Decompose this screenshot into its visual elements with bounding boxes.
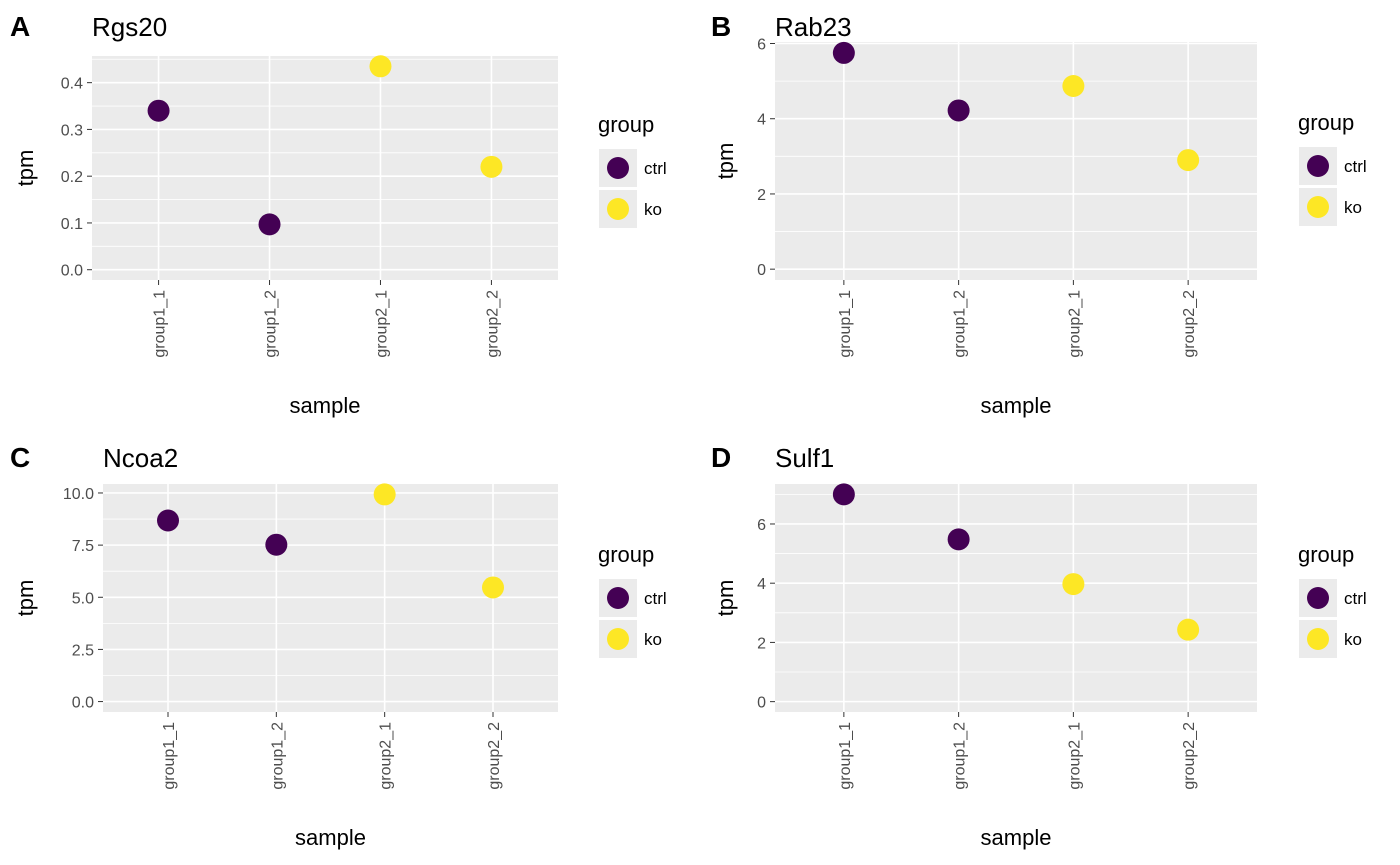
legend-swatch-ctrl: [1307, 155, 1329, 177]
legend-swatch-ctrl: [1307, 587, 1329, 609]
y-axis-title: tpm: [713, 143, 738, 180]
legend-label: ko: [1344, 630, 1362, 649]
plot-background: [775, 484, 1257, 712]
y-tick-label: 5.0: [72, 590, 94, 607]
plot-background: [92, 56, 558, 280]
legend-label: ctrl: [644, 159, 667, 178]
x-tick-label: group1_2: [952, 290, 969, 358]
panel-tag: A: [10, 11, 30, 42]
legend-title: group: [598, 112, 654, 137]
chart-panel-c: 0.0 2.5 5.0 7.5 10.0 group1_1 group1_2 group2_1…: [10, 442, 667, 850]
x-axis-title: sample: [295, 825, 366, 850]
chart-panel-a: 0.0 0.1 0.2 0.3 0.4 group1_1 group1_2 group2_1 g…: [10, 11, 667, 418]
x-tick-label: group2_1: [1066, 290, 1083, 358]
x-axis-title: sample: [981, 825, 1052, 850]
legend-title: group: [1298, 542, 1354, 567]
data-point: [1062, 573, 1085, 596]
data-point: [947, 528, 970, 551]
x-tick-label: group1_1: [837, 722, 854, 790]
y-tick-label: 0: [757, 695, 766, 712]
data-point: [147, 99, 170, 122]
legend: group ctrl ko: [1298, 542, 1367, 658]
data-point: [1177, 149, 1200, 172]
legend-title: group: [598, 542, 654, 567]
data-point: [832, 483, 855, 506]
panel-tag: B: [711, 11, 731, 42]
y-tick-label: 0.0: [72, 695, 94, 712]
y-tick-label: 7.5: [72, 538, 94, 555]
legend-swatch-ctrl: [607, 587, 629, 609]
x-tick-label: group2_1: [378, 722, 395, 790]
legend: group ctrl ko: [598, 542, 667, 658]
legend-label: ctrl: [1344, 157, 1367, 176]
y-tick-label: 2: [757, 635, 766, 652]
x-tick-label: group2_1: [1066, 722, 1083, 790]
y-axis-title: tpm: [13, 580, 38, 617]
x-tick-label: group1_1: [837, 290, 854, 358]
data-point: [373, 483, 396, 506]
data-point: [947, 99, 970, 122]
x-tick-label: group1_1: [161, 722, 178, 790]
x-axis-title: sample: [981, 393, 1052, 418]
y-tick-label: 0.4: [61, 76, 83, 93]
data-point: [369, 55, 392, 78]
y-tick-label: 0.1: [61, 216, 83, 233]
y-tick-label: 0.0: [61, 263, 83, 280]
panel-tag: C: [10, 442, 30, 473]
data-point: [157, 509, 179, 532]
chart-title: Sulf1: [775, 443, 834, 473]
y-tick-label: 2.5: [72, 642, 94, 659]
y-tick-label: 2: [757, 187, 766, 204]
y-tick-label: 4: [757, 576, 766, 593]
legend-swatch-ko: [607, 198, 629, 220]
legend-label: ko: [644, 200, 662, 219]
y-tick-label: 0.3: [61, 122, 83, 139]
chart-title: Rab23: [775, 12, 852, 42]
legend-label: ko: [1344, 198, 1362, 217]
data-point: [265, 533, 288, 556]
legend-label: ctrl: [644, 589, 667, 608]
data-point: [482, 576, 504, 599]
x-axis-title: sample: [290, 393, 361, 418]
y-tick-label: 0.2: [61, 169, 83, 186]
legend-swatch-ko: [1307, 628, 1329, 650]
x-tick-label: group1_2: [269, 722, 286, 790]
y-tick-label: 0: [757, 262, 766, 279]
legend-swatch-ko: [607, 628, 629, 650]
data-point: [1062, 75, 1085, 98]
legend-swatch-ko: [1307, 196, 1329, 218]
legend-swatch-ctrl: [607, 157, 629, 179]
legend-title: group: [1298, 110, 1354, 135]
legend-label: ctrl: [1344, 589, 1367, 608]
y-tick-label: 10.0: [63, 486, 94, 503]
data-point: [258, 213, 281, 236]
x-tick-label: group1_2: [263, 290, 280, 358]
legend-label: ko: [644, 630, 662, 649]
x-tick-label: group2_2: [486, 722, 503, 790]
chart-title: Ncoa2: [103, 443, 178, 473]
data-point: [832, 41, 855, 64]
legend: group ctrl ko: [598, 112, 667, 228]
x-tick-label: group2_2: [1181, 290, 1198, 358]
x-tick-label: group2_2: [1181, 722, 1198, 790]
plot-background: [775, 42, 1257, 280]
data-point: [480, 155, 503, 178]
data-point: [1177, 618, 1200, 641]
x-tick-label: group1_2: [952, 722, 969, 790]
chart-title: Rgs20: [92, 12, 167, 42]
y-tick-label: 4: [757, 112, 766, 129]
x-tick-label: group2_1: [373, 290, 390, 358]
x-tick-label: group2_2: [484, 290, 501, 358]
y-axis-title: tpm: [713, 580, 738, 617]
x-tick-label: group1_1: [152, 290, 169, 358]
y-axis-title: tpm: [13, 150, 38, 187]
y-tick-label: 6: [757, 37, 766, 54]
chart-panel-d: 0 2 4 6 group1_1 group1_2 group2_1 group2_2 D Sul…: [711, 442, 1367, 850]
panel-tag: D: [711, 442, 731, 473]
legend: group ctrl ko: [1298, 110, 1367, 226]
y-tick-label: 6: [757, 517, 766, 534]
chart-panel-b: 0 2 4 6 group1_1 group1_2 group2_1 group2_2 B Rab…: [711, 11, 1367, 418]
